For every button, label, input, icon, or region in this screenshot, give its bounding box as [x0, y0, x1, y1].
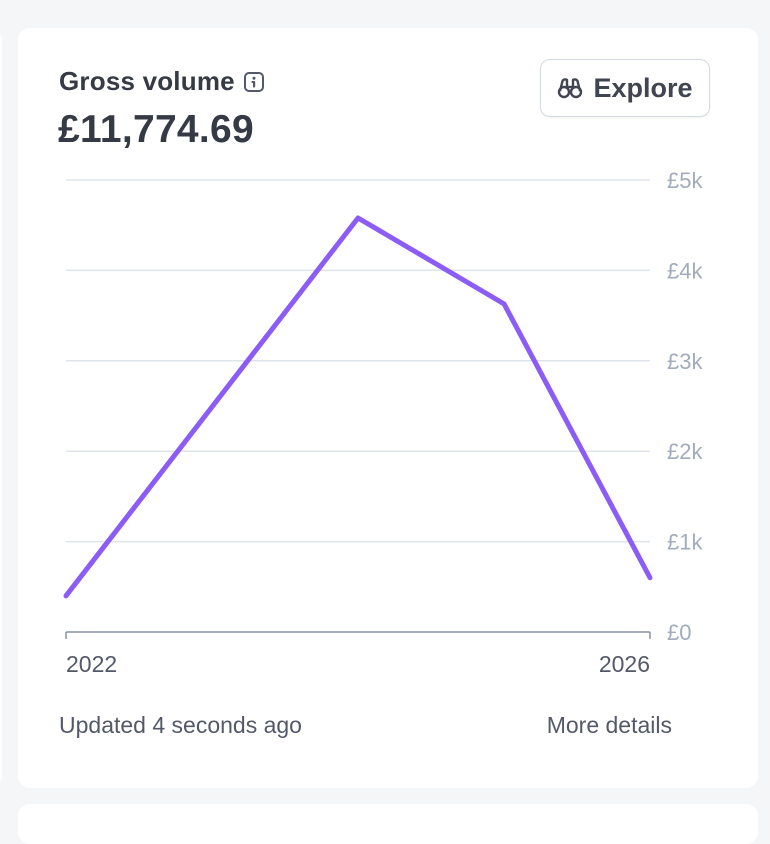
- gross-volume-amount: £11,774.69: [58, 108, 254, 152]
- title-row: Gross volume: [59, 66, 265, 97]
- explore-button[interactable]: Explore: [540, 59, 710, 117]
- gross-volume-card: Gross volume £11,774.69 Explore Updated …: [18, 28, 758, 788]
- explore-button-label: Explore: [593, 73, 692, 104]
- info-icon[interactable]: [243, 71, 265, 93]
- more-details-link[interactable]: More details: [547, 712, 672, 739]
- binoculars-icon: [557, 75, 583, 101]
- next-card: [18, 804, 758, 844]
- updated-status: Updated 4 seconds ago: [59, 712, 302, 739]
- adjacent-card-left: [0, 28, 2, 788]
- card-title: Gross volume: [59, 66, 235, 97]
